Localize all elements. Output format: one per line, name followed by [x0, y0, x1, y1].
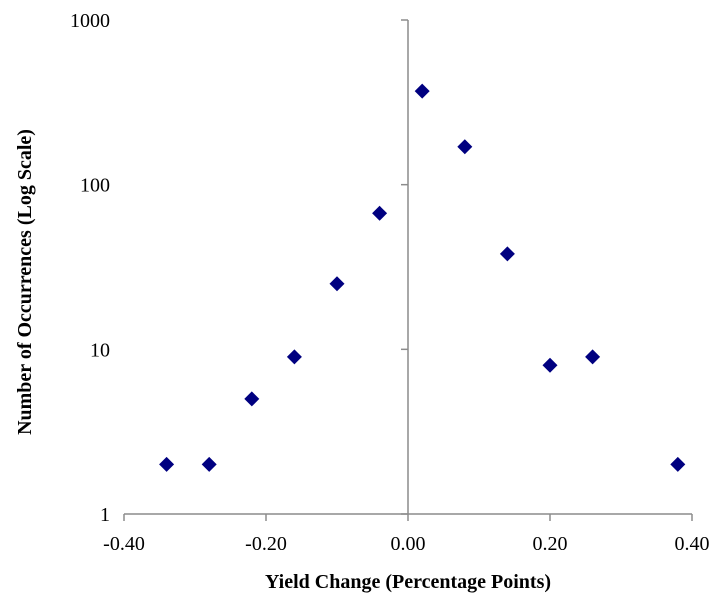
data-point-diamond [670, 456, 686, 472]
y-tick-label: 10 [90, 339, 110, 361]
y-tick-label: 1 [100, 504, 110, 526]
data-point-diamond [286, 349, 302, 365]
y-tick-label: 1000 [70, 10, 110, 32]
data-point-diamond [372, 205, 388, 221]
data-point-diamond [457, 139, 473, 155]
axes [124, 20, 692, 515]
x-tick-label: 0.00 [391, 533, 426, 555]
data-point-diamond [542, 357, 558, 373]
y-tick-label: 100 [80, 175, 110, 197]
data-point-diamond [159, 456, 175, 472]
data-point-diamond [585, 349, 601, 365]
x-tick-label: -0.40 [103, 533, 145, 555]
y-ticks: 1 10 100 1000 [70, 10, 408, 526]
x-tick-label: 0.20 [533, 533, 568, 555]
data-point-diamond [244, 391, 260, 407]
data-point-diamond [201, 456, 217, 472]
x-ticks: -0.40 -0.20 0.00 0.20 0.40 [103, 514, 710, 555]
data-point-diamond [414, 83, 430, 99]
x-tick-label: -0.20 [245, 533, 287, 555]
data-point-diamond [329, 276, 345, 292]
y-axis-title: Number of Occurrences (Log Scale) [14, 129, 36, 435]
data-points [159, 83, 686, 472]
data-point-diamond [499, 246, 515, 262]
x-tick-label: 0.40 [675, 533, 710, 555]
x-axis-title: Yield Change (Percentage Points) [265, 571, 551, 593]
